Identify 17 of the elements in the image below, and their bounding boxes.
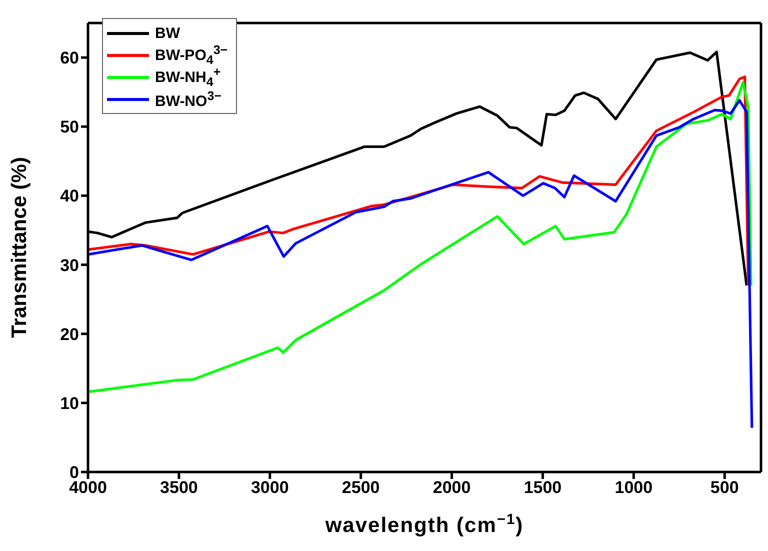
y-tick-label: 50 [60,118,79,137]
x-tick-label: 2500 [342,478,380,498]
y-axis-title: Transmittance (%) [8,157,31,338]
x-tick-label: 2000 [432,478,471,498]
y-tick-label: 30 [60,256,79,275]
x-tick-label: 3500 [160,478,198,498]
x-axis-title: wavelength (cm$^{−1}$) [324,512,524,537]
x-tick-label: 500 [710,478,739,498]
x-tick-label: 1500 [524,478,562,498]
y-tick-label: 60 [60,48,79,68]
legend-label: BW-NO$^{3−}$ [155,88,222,110]
y-tick-label: 20 [60,324,79,344]
y-tick-label: 40 [60,186,79,206]
y-tick-label: 10 [60,394,79,413]
x-tick-label: 1000 [614,478,653,498]
x-tick-label: 3000 [250,478,289,498]
legend-label: BW [155,24,180,42]
